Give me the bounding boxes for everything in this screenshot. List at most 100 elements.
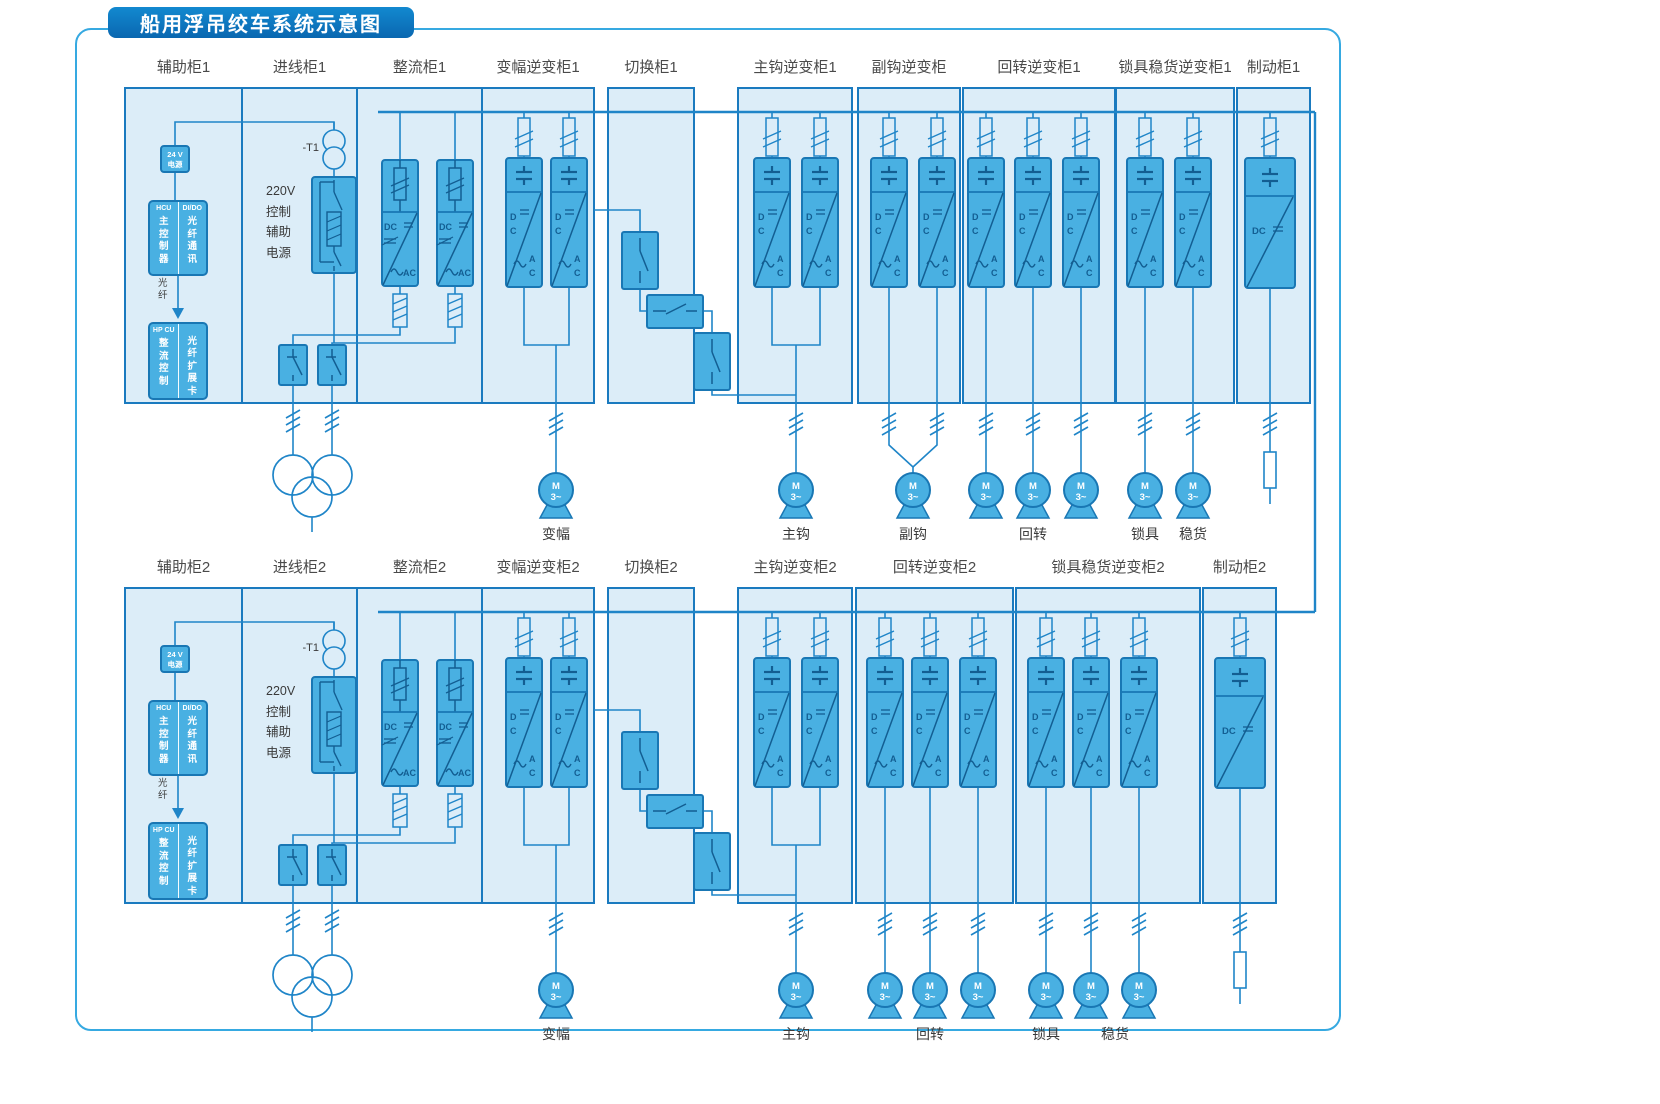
motor-m-label: M (1189, 481, 1197, 492)
motor (1127, 472, 1163, 508)
motor-m-label: M (1077, 481, 1085, 492)
symbol-line (285, 416, 301, 426)
symbol-line (1063, 192, 1099, 287)
component-letter: C (758, 226, 765, 236)
ac-wave-icon (919, 760, 933, 768)
component-letter: C (1131, 226, 1138, 236)
inverter-unit (550, 157, 588, 288)
component-letter: A (1144, 754, 1151, 764)
symbol-line (1230, 638, 1250, 648)
component-letter: D (806, 712, 813, 722)
component-letter: D (916, 712, 923, 722)
dido-column: 光纤扩展卡 (177, 824, 207, 898)
component-letter: D (923, 212, 930, 222)
inverter-unit (918, 157, 956, 288)
disconnect-switch (317, 844, 347, 886)
symbol-line (381, 236, 399, 246)
motor (1063, 472, 1099, 508)
fiber-arrow-icon (172, 808, 184, 819)
wire (703, 810, 713, 833)
symbol-line (382, 712, 418, 786)
ac-wave-icon (809, 260, 823, 268)
symbol-line (788, 912, 804, 922)
control-supply-label: 220V 控制 辅助 电源 (266, 184, 296, 260)
component-letter: AC (458, 268, 471, 278)
main-transformer-icon (291, 976, 333, 1018)
cabinet-label: 主钩逆变柜2 (753, 559, 837, 576)
component-letter: A (1198, 254, 1205, 264)
symbol-line (445, 684, 465, 694)
ac-wave-icon (926, 260, 940, 268)
symbol-line (976, 130, 996, 140)
symbol-line (392, 313, 408, 321)
motor-phase-label: 3~ (551, 992, 562, 1003)
symbol-line (1073, 692, 1109, 787)
motor (778, 972, 814, 1008)
component-letter: C (935, 768, 942, 778)
motor-m-label: M (1042, 981, 1050, 992)
disconnect-switch (278, 344, 308, 386)
page-title: 船用浮吊绞车系统示意图 (108, 7, 414, 38)
symbol-line (968, 630, 988, 640)
symbol-line (665, 303, 687, 315)
ac-wave-icon (558, 760, 572, 768)
component-letter: A (942, 254, 949, 264)
motor-label: 主钩 (782, 1026, 810, 1042)
motor-phase-label: 3~ (973, 992, 984, 1003)
hpcu-box: HP CU 整流控制 光纤扩展卡 (148, 822, 208, 900)
component-letter: D (972, 212, 979, 222)
motor-phase-label: 3~ (908, 492, 919, 503)
symbol-line (382, 212, 418, 286)
symbol-line (559, 138, 579, 148)
symbol-line (436, 236, 454, 246)
component-letter: DC (384, 222, 397, 232)
component-letter: C (510, 226, 517, 236)
brake-chopper-unit (1214, 657, 1266, 789)
symbol-line (639, 750, 649, 772)
component-letter: D (1125, 712, 1132, 722)
ac-wave-icon (445, 268, 459, 276)
component-letter: C (555, 226, 562, 236)
motor-phase-label: 3~ (1188, 492, 1199, 503)
inverter-unit (801, 157, 839, 288)
ac-wave-icon (975, 260, 989, 268)
symbol-line (922, 919, 938, 929)
ac-wave-icon (1134, 260, 1148, 268)
dido-column: DI/DO 光纤通讯 (177, 202, 207, 274)
symbol-line (390, 184, 410, 194)
symbol-line (1129, 638, 1149, 648)
component-letter: C (777, 768, 784, 778)
ac-wave-icon (445, 768, 459, 776)
symbol-line (871, 192, 907, 287)
motor (1028, 972, 1064, 1008)
component-letter: A (1150, 254, 1157, 264)
symbol-line (927, 138, 947, 148)
symbol-line (1216, 696, 1264, 788)
ac-wave-icon (1182, 260, 1196, 268)
symbol-line (1262, 419, 1278, 429)
symbol-line (788, 426, 804, 436)
motor-m-label: M (792, 481, 800, 492)
inverter-unit (753, 657, 791, 788)
component-letter: DC (439, 722, 452, 732)
symbol-line (711, 351, 721, 373)
motor-phase-label: 3~ (791, 992, 802, 1003)
symbol-line (514, 638, 534, 648)
motor-m-label: M (982, 481, 990, 492)
motor (538, 972, 574, 1008)
motor-phase-label: 3~ (925, 992, 936, 1003)
ac-wave-icon (1070, 260, 1084, 268)
motor-phase-label: 3~ (791, 492, 802, 503)
symbol-line (1135, 130, 1155, 140)
motor (867, 972, 903, 1008)
component-letter: A (574, 754, 581, 764)
component-letter: A (777, 754, 784, 764)
symbol-line (1137, 412, 1153, 422)
component-letter: A (777, 254, 784, 264)
component-letter: D (871, 712, 878, 722)
motor (1073, 972, 1109, 1008)
component-letter: D (510, 712, 517, 722)
motor-m-label: M (1029, 481, 1037, 492)
hpcu-box: HP CU 整流控制 光纤扩展卡 (148, 322, 208, 400)
component-letter: DC (439, 222, 452, 232)
